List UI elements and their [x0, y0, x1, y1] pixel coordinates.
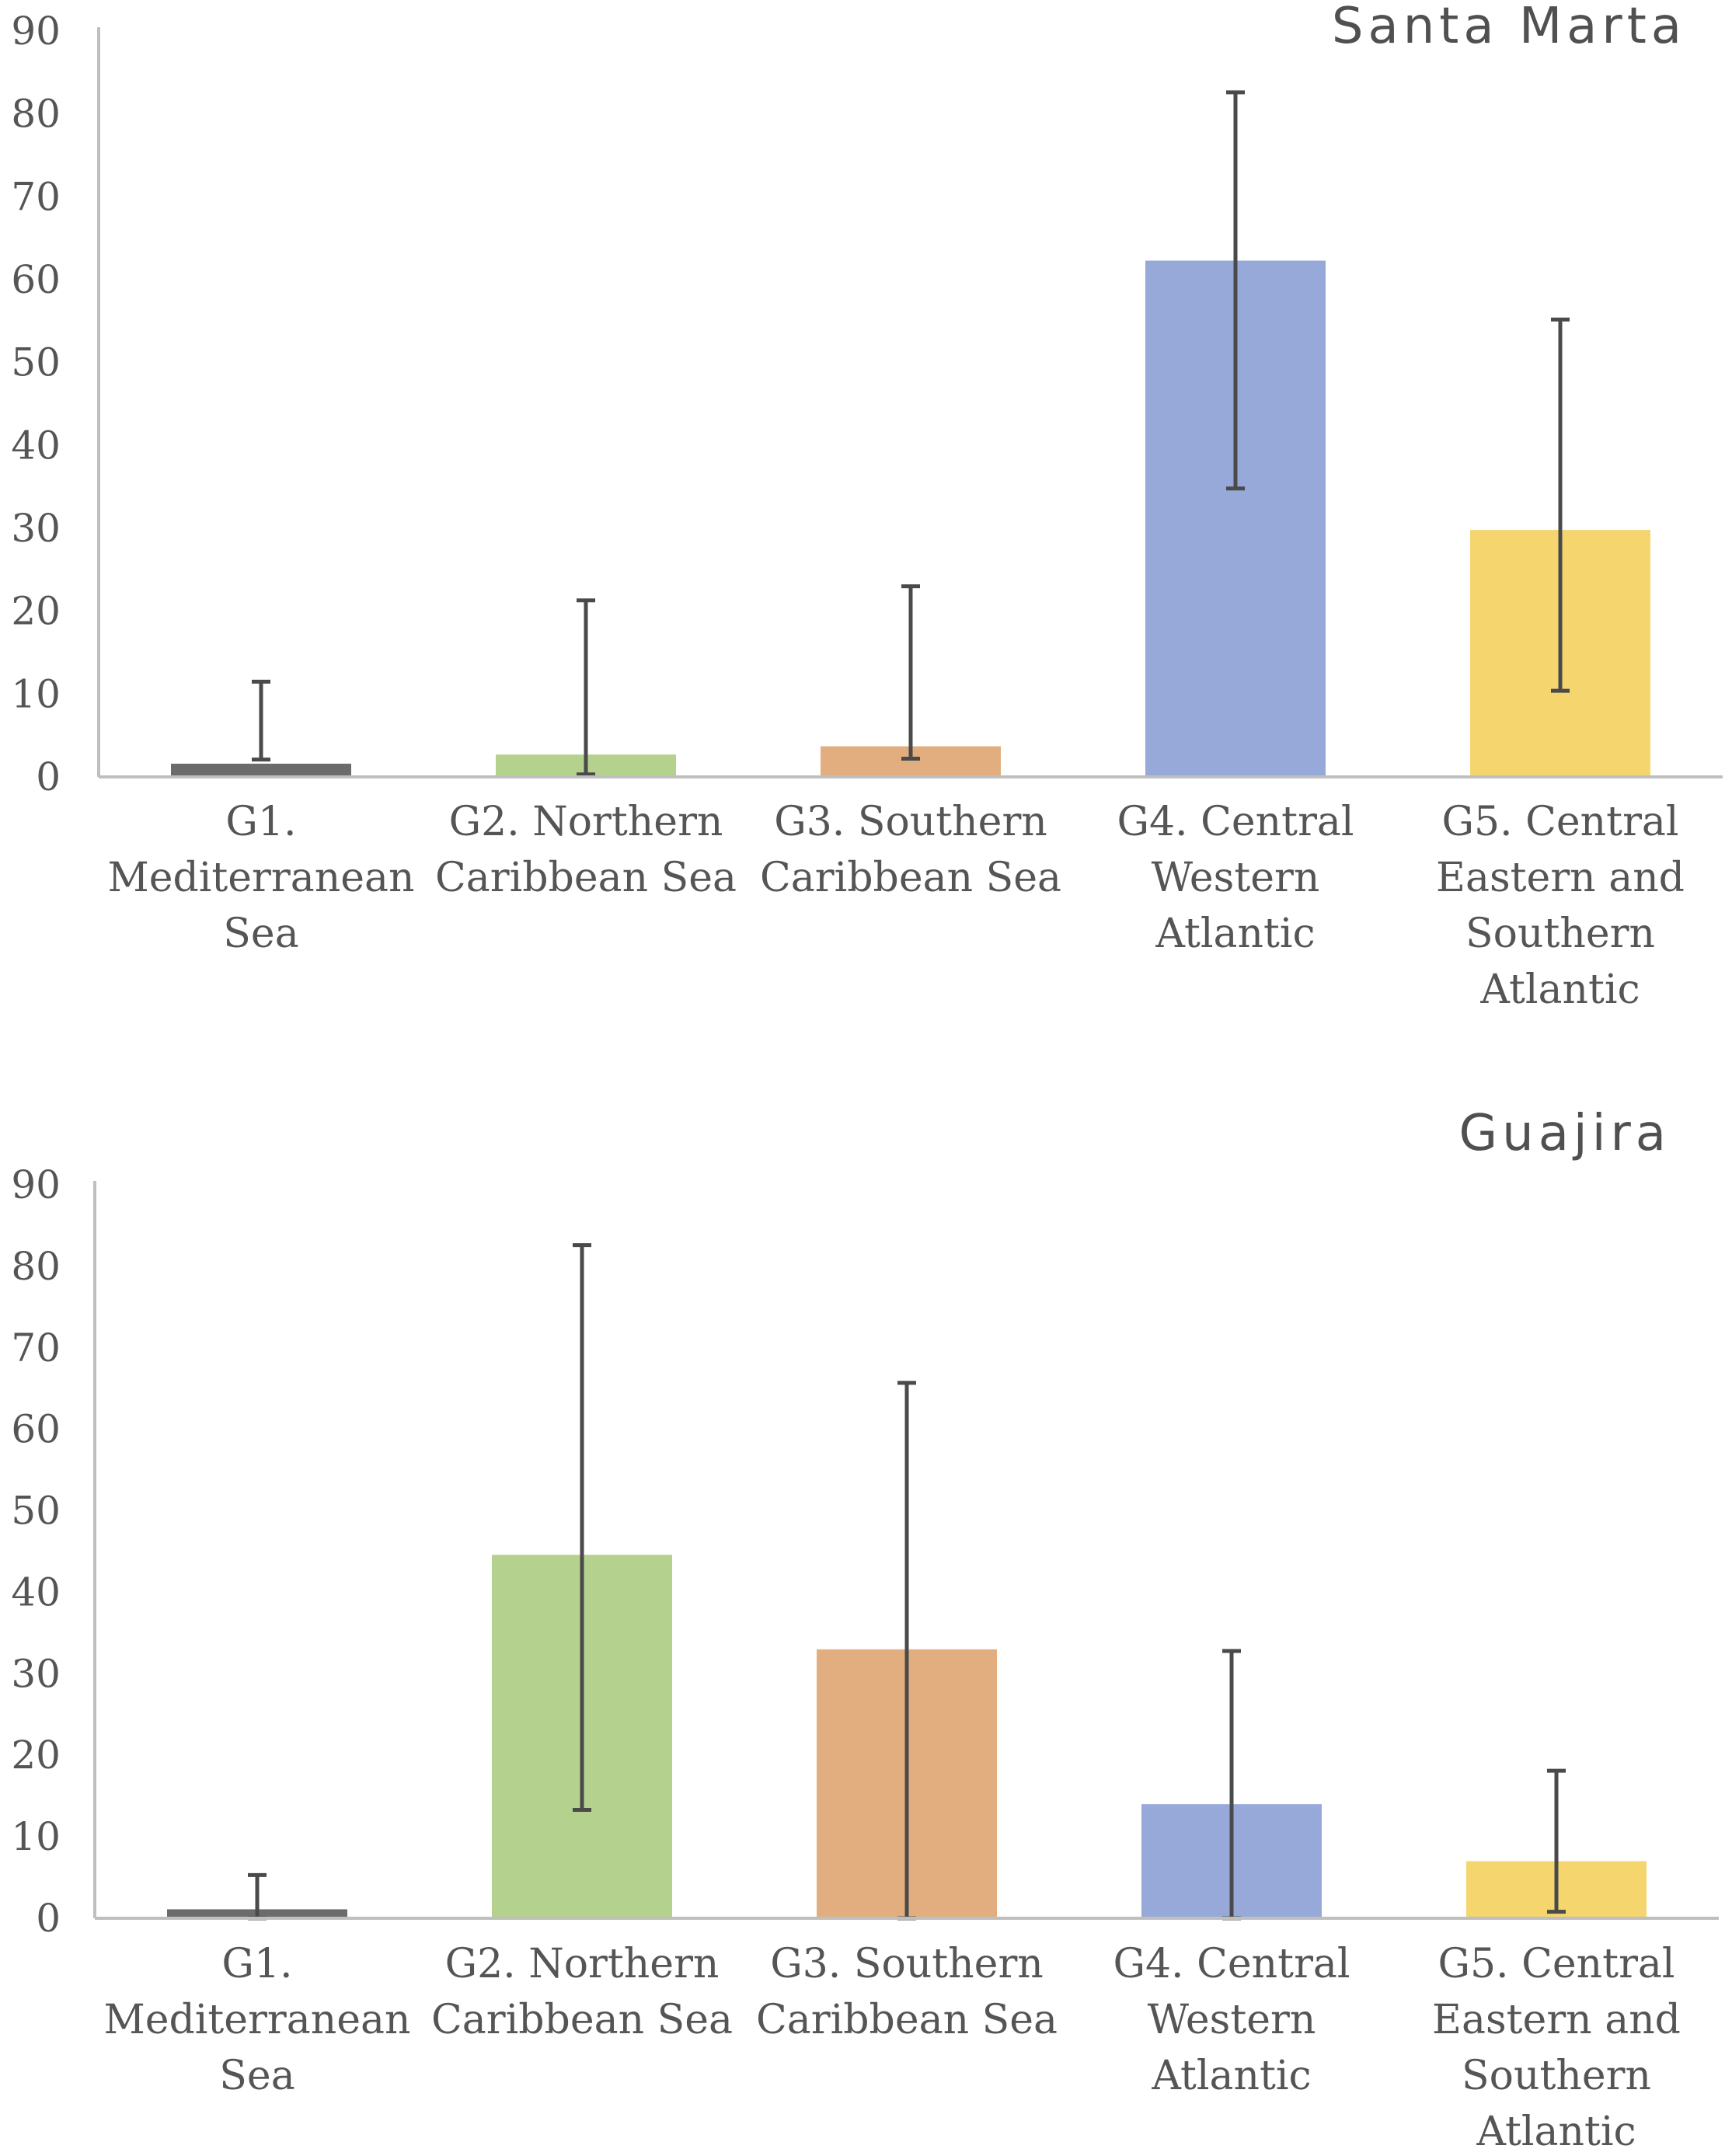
category-label-line: G1.	[225, 799, 296, 845]
category-label-line: Caribbean Sea	[435, 855, 737, 901]
y-tick-label: 20	[11, 589, 61, 634]
y-tick-label: 50	[11, 340, 61, 385]
category-label-line: Sea	[219, 2053, 294, 2099]
category-label-line: Atlantic	[1479, 967, 1640, 1013]
category-label-line: Caribbean Sea	[760, 855, 1061, 901]
category-label-line: Atlantic	[1151, 2053, 1311, 2099]
y-tick-label: 40	[11, 1569, 61, 1614]
category-label-line: G3. Southern	[774, 799, 1047, 845]
chart-guajira: Guajira 0 10 20 30 40 50 60 70 80 90 G1. Mediterrane…	[11, 1105, 1719, 2155]
category-label-line: G5. Central	[1438, 1941, 1674, 1987]
chart-santa-marta: Santa Marta 0 10 20 30 40 50 60 70 80 90 G1. Mediter…	[11, 0, 1723, 1013]
y-tick-label: 60	[11, 1407, 61, 1452]
category-label: G1. Mediterranean Sea	[107, 799, 414, 957]
category-label: G3. Southern Caribbean Sea	[760, 799, 1061, 901]
bar	[171, 763, 351, 777]
category-label-line: G2. Northern	[449, 799, 723, 845]
category-label-line: Caribbean Sea	[431, 1997, 733, 2043]
y-tick-label: 0	[36, 754, 61, 799]
y-tick-label: 0	[36, 1896, 61, 1941]
category-label: G5. Central Eastern and Southern Atlantic	[1432, 1941, 1681, 2155]
y-tick-label: 90	[11, 1162, 61, 1207]
y-tick-label: 30	[11, 1651, 61, 1696]
y-tick-label: 20	[11, 1733, 61, 1778]
y-tick-label: 10	[11, 1814, 61, 1859]
category-label: G5. Central Eastern and Southern Atlantic	[1436, 799, 1685, 1013]
error-bar	[901, 584, 920, 761]
y-tick-label: 70	[11, 1325, 61, 1371]
category-label-line: Atlantic	[1476, 2109, 1636, 2155]
category-label-line: Sea	[223, 911, 298, 957]
category-label: G4. Central Western Atlantic	[1117, 799, 1354, 957]
error-bar	[1226, 90, 1245, 491]
y-tick-label: 80	[11, 92, 61, 137]
category-label-line: G3. Southern	[770, 1941, 1044, 1987]
error-bar	[1551, 317, 1570, 693]
category-label-line: Mediterranean	[103, 1997, 410, 2043]
category-label-line: Caribbean Sea	[756, 1997, 1058, 2043]
category-label: G1. Mediterranean Sea	[103, 1941, 410, 2099]
category-label-line: Western	[1152, 855, 1320, 901]
category-label-line: Western	[1148, 1997, 1316, 2043]
y-tick-label: 90	[11, 9, 61, 54]
y-tick-label: 10	[11, 671, 61, 716]
category-label: G3. Southern Caribbean Sea	[756, 1941, 1058, 2043]
category-label-line: G2. Northern	[445, 1941, 720, 1987]
category-label: G2. Northern Caribbean Sea	[431, 1941, 733, 2043]
y-tick-label: 50	[11, 1489, 61, 1534]
error-bar	[1547, 1768, 1566, 1914]
category-label-line: Atlantic	[1155, 911, 1315, 957]
category-label-line: Southern	[1462, 2053, 1651, 2099]
y-tick-label: 80	[11, 1244, 61, 1289]
y-tick-label: 30	[11, 506, 61, 551]
category-label-line: G4. Central	[1117, 799, 1354, 845]
chart-title: Guajira	[1459, 1105, 1671, 1162]
category-label-line: Eastern and	[1432, 1997, 1681, 2043]
chart-title: Santa Marta	[1332, 0, 1686, 55]
error-bar	[577, 598, 595, 777]
category-label-line: Southern	[1465, 911, 1655, 957]
category-label-line: G4. Central	[1113, 1941, 1350, 1987]
category-label-line: G5. Central	[1441, 799, 1678, 845]
y-tick-label: 70	[11, 174, 61, 219]
error-bar	[252, 679, 270, 762]
y-tick-label: 40	[11, 423, 61, 468]
category-label: G4. Central Western Atlantic	[1113, 1941, 1350, 2099]
category-label-line: Eastern and	[1436, 855, 1685, 901]
category-label: G2. Northern Caribbean Sea	[435, 799, 737, 901]
y-tick-label: 60	[11, 257, 61, 302]
error-bar	[573, 1243, 591, 1812]
category-label-line: G1.	[221, 1941, 292, 1987]
category-label-line: Mediterranean	[107, 855, 414, 901]
